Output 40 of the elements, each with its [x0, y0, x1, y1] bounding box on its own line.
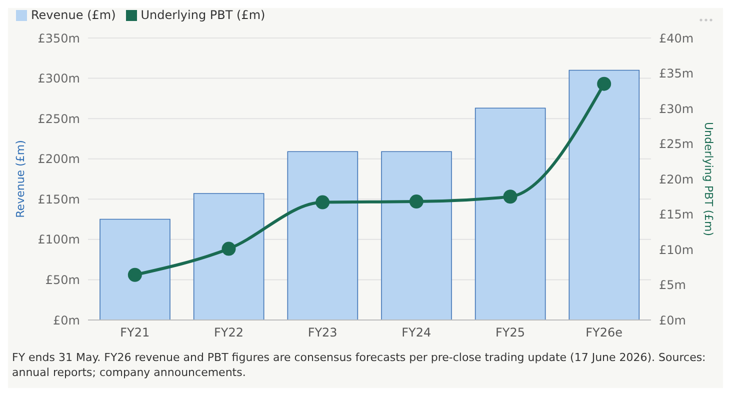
y-tick-label: £350m [38, 31, 80, 46]
y2-tick-label: £5m [659, 278, 686, 292]
y2-tick-label: £10m [659, 242, 694, 257]
y2-tick-label: £25m [659, 137, 694, 152]
x-tick-label: FY25 [495, 326, 526, 340]
bar [193, 193, 264, 320]
x-tick-label: FY21 [120, 326, 150, 340]
y2-axis-title: Underlying PBT (£m) [702, 122, 716, 236]
bar [474, 108, 546, 320]
point [128, 268, 142, 282]
bar [381, 151, 452, 320]
y2-tick-label: £0m [659, 313, 686, 328]
x-tick-label: FY22 [214, 326, 244, 340]
legend-label: Underlying PBT (£m) [140, 8, 266, 22]
legend-label: Revenue (£m) [31, 8, 116, 22]
y-tick-label: £150m [38, 192, 80, 206]
y2-tick-label: £40m [659, 31, 694, 46]
y2-tick-label: £35m [659, 66, 694, 81]
x-tick-label: FY26e [586, 326, 623, 340]
bar [568, 70, 640, 320]
y-tick-label: £300m [38, 72, 80, 86]
x-tick-label: FY23 [308, 326, 338, 340]
y2-tick-label: £30m [659, 102, 694, 116]
y2-tick-label: £20m [659, 172, 694, 186]
y-tick-label: £0m [53, 313, 80, 328]
y-tick-label: £50m [45, 272, 80, 287]
point [503, 190, 518, 204]
point [597, 76, 612, 91]
text: FY ends 31 May. FY26 revenue and PBT figures are consensus forecasts per pre-close trading update (17 June 2026). Sources: annual reports; company announcements. [12, 350, 707, 380]
y-tick-label: £200m [38, 152, 80, 166]
point [409, 194, 424, 209]
point [222, 242, 236, 256]
y2-tick-label: £15m [659, 208, 694, 222]
point [316, 195, 330, 210]
y-tick-label: £250m [38, 112, 80, 126]
bar [100, 218, 170, 320]
bar [287, 151, 358, 320]
y-axis-title: Revenue (£m) [14, 140, 27, 218]
x-tick-label: FY24 [402, 326, 432, 340]
y-tick-label: £100m [38, 232, 80, 247]
